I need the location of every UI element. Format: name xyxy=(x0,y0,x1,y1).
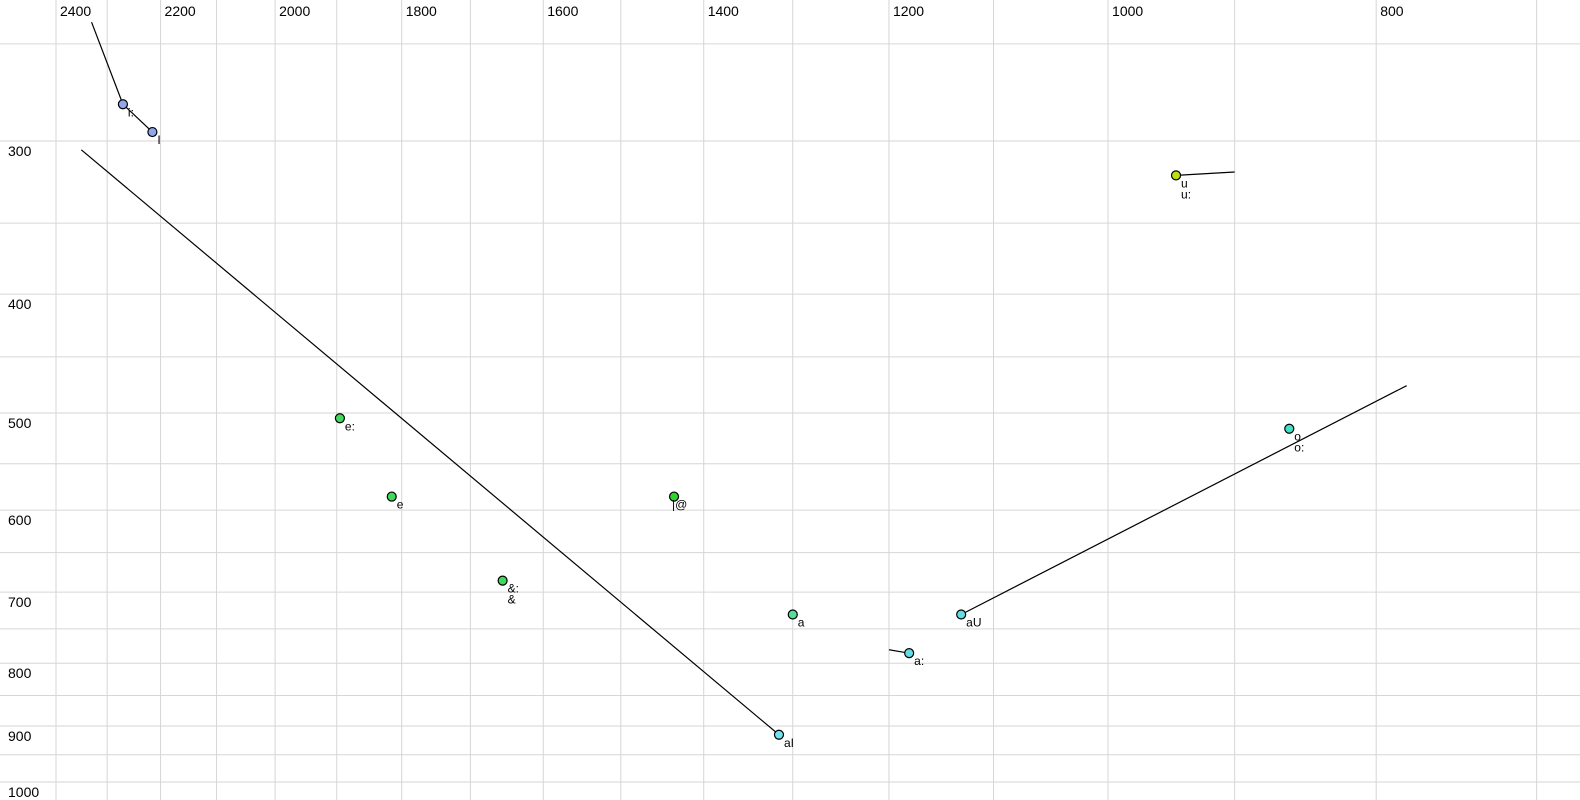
vowel-marker-7 xyxy=(1284,423,1295,434)
vowel-label-3-0: e: xyxy=(345,419,355,433)
vowel-marker-4 xyxy=(386,491,397,502)
x-tick-label-1600: 1600 xyxy=(547,3,578,19)
vowel-marker-8 xyxy=(787,609,798,620)
vowel-marker-6 xyxy=(668,491,680,502)
trajectory-line-1 xyxy=(122,103,153,133)
vowel-label-2-0: u xyxy=(1181,176,1188,190)
vowel-marker-11 xyxy=(773,729,785,740)
vowel-label-4-0: e xyxy=(397,498,404,512)
x-tick-label-1400: 1400 xyxy=(708,3,739,19)
vowel-marker-3 xyxy=(334,413,345,424)
vowel-label-5-1: & xyxy=(508,593,516,607)
y-tick-label-500: 500 xyxy=(8,415,32,431)
y-tick-label-800: 800 xyxy=(8,665,32,681)
vowel-label-8-0: a xyxy=(798,615,805,629)
y-tick-label-300: 300 xyxy=(8,143,32,159)
vowel-label-6-0: |@ xyxy=(672,498,687,512)
y-tick-label-400: 400 xyxy=(8,296,32,312)
y-tick-label-1000: 1000 xyxy=(8,784,39,800)
vowel-label-9-0: a: xyxy=(914,654,924,668)
vowel-marker-2 xyxy=(1170,170,1182,181)
vowel-label-5-0: &: xyxy=(508,582,519,596)
vowel-marker-9 xyxy=(904,648,915,659)
vowel-label-1-0: I xyxy=(157,133,160,147)
vowel-label-2-1: u: xyxy=(1181,187,1191,201)
y-tick-label-900: 900 xyxy=(8,728,32,744)
vowel-marker-1 xyxy=(147,126,158,138)
vowel-marker-5 xyxy=(497,575,508,586)
x-tick-label-2000: 2000 xyxy=(279,3,310,19)
trajectory-line-0 xyxy=(91,21,124,105)
x-tick-label-1200: 1200 xyxy=(893,3,924,19)
trajectory-line-2 xyxy=(80,149,780,736)
y-tick-label-700: 700 xyxy=(8,594,32,610)
y-tick-label-600: 600 xyxy=(8,512,32,528)
vowel-label-10-0: aU xyxy=(966,615,981,629)
vowel-label-0-0: i: xyxy=(128,105,134,119)
x-tick-label-1000: 1000 xyxy=(1112,3,1143,19)
vowel-label-11-0: aI xyxy=(784,736,794,750)
trajectory-line-3 xyxy=(960,385,1407,616)
vowel-marker-0 xyxy=(117,99,129,110)
x-tick-label-2400: 2400 xyxy=(60,3,91,19)
x-tick-label-2200: 2200 xyxy=(165,3,196,19)
vowel-marker-10 xyxy=(956,609,967,620)
x-tick-label-1800: 1800 xyxy=(406,3,437,19)
trajectory-line-5 xyxy=(1175,171,1235,176)
x-tick-label-800: 800 xyxy=(1380,3,1404,19)
vowel-label-7-1: o: xyxy=(1294,441,1304,455)
vowel-label-7-0: o xyxy=(1294,430,1301,444)
